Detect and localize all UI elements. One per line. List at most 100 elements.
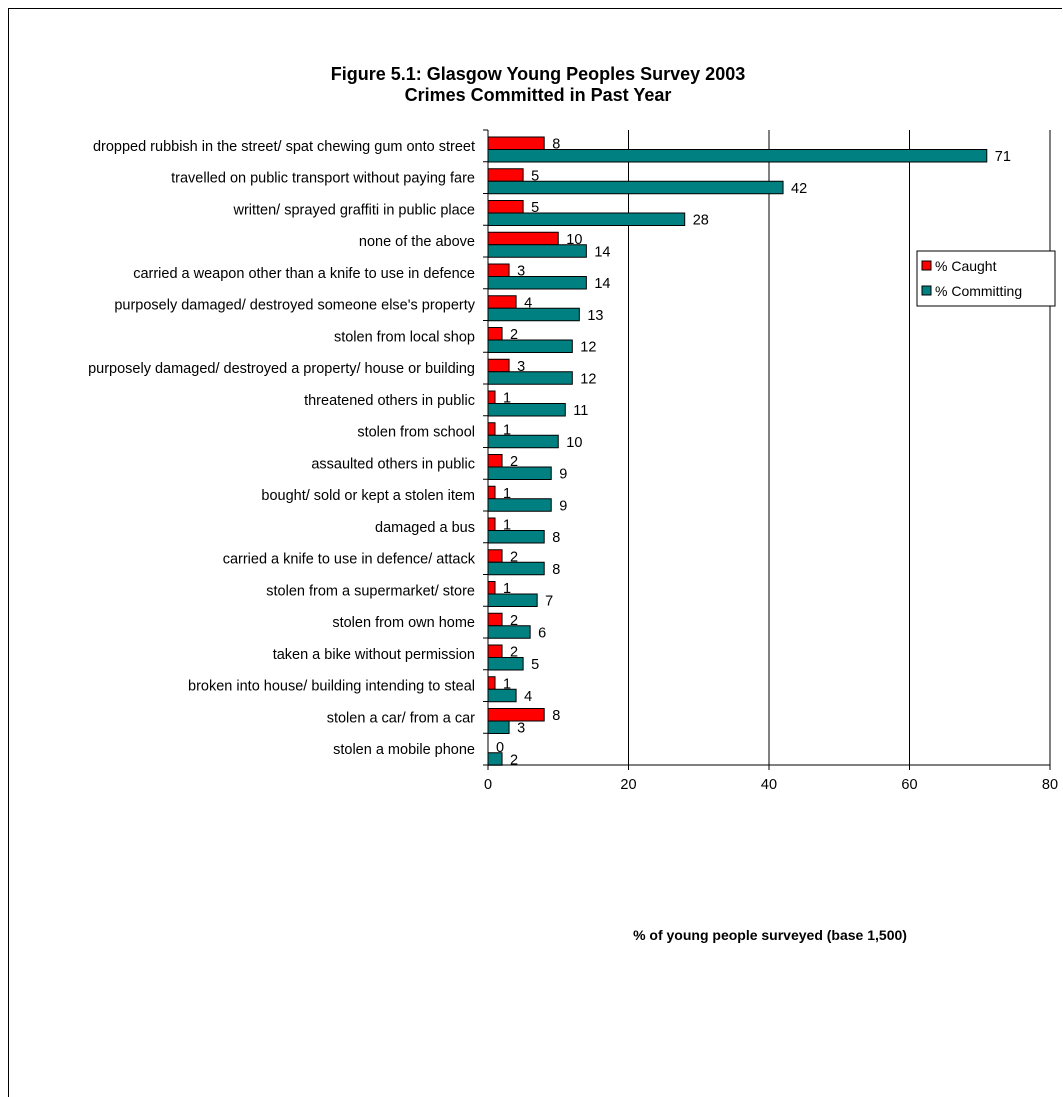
data-label-committing: 7 — [545, 594, 553, 610]
data-label-committing: 71 — [995, 149, 1011, 165]
category-label: stolen from own home — [332, 615, 475, 631]
data-label-caught: 1 — [503, 518, 511, 534]
category-label: purposely damaged/ destroyed someone els… — [114, 298, 475, 314]
category-label: stolen a mobile phone — [333, 742, 475, 758]
data-label-caught: 4 — [524, 295, 532, 311]
data-label-committing: 42 — [791, 181, 807, 197]
category-label: none of the above — [359, 234, 475, 250]
data-label-caught: 3 — [517, 359, 525, 375]
x-tick-label: 40 — [761, 777, 777, 793]
x-tick-label: 20 — [620, 777, 636, 793]
bar-caught — [487, 676, 496, 690]
bar-caught — [487, 295, 517, 309]
bar-committing — [487, 593, 538, 607]
bar-committing — [487, 498, 552, 512]
data-label-caught: 5 — [531, 168, 539, 184]
data-label-caught: 2 — [510, 613, 518, 629]
bar-committing — [487, 434, 559, 449]
category-label: stolen from local shop — [334, 329, 475, 345]
gridlines — [628, 130, 1051, 765]
data-label-caught: 2 — [510, 645, 518, 661]
data-label-caught: 0 — [496, 740, 504, 756]
data-label-committing: 14 — [594, 276, 610, 292]
data-label-committing: 3 — [517, 721, 525, 737]
bar-caught — [487, 168, 524, 182]
legend-swatch-committing — [921, 285, 932, 296]
data-label-caught: 10 — [566, 232, 582, 248]
bar-committing — [487, 720, 510, 734]
bar-caught — [487, 358, 510, 373]
data-label-committing: 10 — [566, 435, 582, 451]
category-label: travelled on public transport without pa… — [171, 171, 475, 187]
data-label-caught: 1 — [503, 486, 511, 502]
category-label: stolen a car/ from a car — [327, 710, 475, 726]
legend-box — [916, 250, 1056, 307]
bar-committing — [487, 530, 545, 544]
category-label: broken into house/ building intending to… — [188, 679, 475, 695]
data-label-committing: 9 — [559, 467, 567, 483]
chart-subtitle: Crimes Committed in Past Year — [405, 85, 672, 105]
data-label-caught: 2 — [510, 327, 518, 343]
bar-caught — [487, 200, 524, 214]
data-label-committing: 4 — [524, 689, 532, 705]
data-label-committing: 13 — [587, 308, 603, 324]
data-label-caught: 1 — [503, 676, 511, 692]
bar-caught — [487, 612, 503, 627]
legend-label-committing: % Committing — [935, 283, 1022, 299]
data-label-committing: 11 — [573, 403, 588, 419]
category-label: stolen from school — [357, 425, 475, 441]
bar-committing — [487, 339, 573, 353]
category-label: damaged a bus — [375, 520, 475, 536]
bar-caught — [487, 485, 496, 500]
data-label-committing: 28 — [693, 213, 709, 229]
data-label-committing: 8 — [552, 562, 560, 578]
bar-caught — [487, 454, 503, 468]
bar-caught — [487, 231, 559, 246]
data-label-committing: 5 — [531, 657, 539, 673]
data-label-caught: 1 — [503, 391, 511, 407]
bar-committing — [487, 403, 566, 417]
category-label: purposely damaged/ destroyed a property/… — [88, 361, 475, 377]
data-label-caught: 2 — [510, 454, 518, 470]
x-axis-label: % of young people surveyed (base 1,500) — [633, 927, 907, 943]
bar-committing — [487, 212, 686, 226]
axes — [483, 129, 1051, 770]
data-label-caught: 1 — [503, 581, 511, 597]
chart-title: Figure 5.1: Glasgow Young Peoples Survey… — [331, 64, 745, 84]
bar-caught — [487, 136, 545, 150]
bars — [487, 136, 988, 766]
bar-caught — [487, 327, 503, 341]
data-label-committing: 12 — [580, 371, 596, 387]
data-label-committing: 8 — [552, 530, 560, 546]
data-label-committing: 6 — [538, 625, 546, 641]
data-label-caught: 1 — [503, 422, 511, 438]
bar-caught — [487, 549, 503, 563]
data-label-caught: 8 — [552, 137, 560, 153]
category-label: carried a knife to use in defence/ attac… — [223, 552, 476, 568]
bar-caught — [487, 422, 496, 436]
category-label: threatened others in public — [304, 393, 475, 409]
category-label: written/ sprayed graffiti in public plac… — [232, 202, 475, 218]
legend-label-caught: % Caught — [935, 258, 997, 274]
data-label-caught: 3 — [517, 264, 525, 280]
bar-caught — [487, 263, 510, 277]
data-label-committing: 12 — [580, 340, 596, 356]
x-tick-label: 80 — [1042, 777, 1058, 793]
data-label-committing: 14 — [594, 244, 610, 260]
bar-committing — [487, 466, 552, 480]
bar-caught — [487, 581, 496, 595]
data-label-caught: 8 — [552, 708, 560, 724]
category-label: bought/ sold or kept a stolen item — [261, 488, 475, 504]
bar-caught — [487, 644, 503, 658]
category-label: dropped rubbish in the street/ spat chew… — [93, 139, 475, 155]
bar-committing — [487, 276, 587, 290]
data-label-committing: 2 — [510, 752, 518, 768]
x-tick-label: 60 — [901, 777, 917, 793]
data-label-caught: 2 — [510, 549, 518, 565]
labels: 0 20 40 60 80 dropped rubbish in the street/ … — [88, 137, 1058, 794]
category-label: taken a bike without permission — [273, 647, 475, 663]
data-label-caught: 5 — [531, 200, 539, 216]
data-label-committing: 9 — [559, 498, 567, 514]
category-label: stolen from a supermarket/ store — [266, 583, 475, 599]
